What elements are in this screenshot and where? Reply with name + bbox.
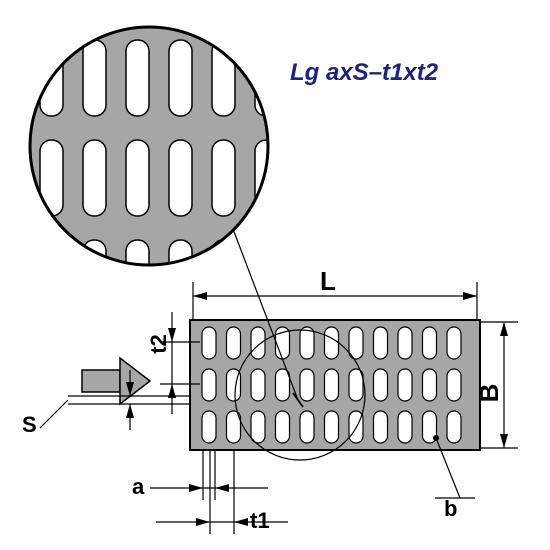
magnifier-slot bbox=[255, 40, 278, 116]
direction-arrow bbox=[82, 358, 150, 404]
technical-diagram: Lg axS–t1xt2 L Bt2 Sa t1 b bbox=[0, 0, 550, 550]
magnifier-slot bbox=[40, 140, 63, 216]
magnifier-slot bbox=[169, 240, 192, 316]
label-t1: t1 bbox=[250, 508, 270, 533]
slot bbox=[374, 327, 388, 359]
label-t2: t2 bbox=[146, 334, 171, 354]
plate-group bbox=[190, 320, 480, 450]
label-b: b bbox=[444, 496, 457, 521]
magnifier-slot bbox=[126, 40, 149, 116]
slot bbox=[202, 411, 216, 443]
magnifier-slot bbox=[169, 140, 192, 216]
slot bbox=[300, 327, 314, 359]
slot bbox=[374, 411, 388, 443]
label-S: S bbox=[22, 412, 37, 437]
slot bbox=[374, 369, 388, 401]
title-text: Lg axS–t1xt2 bbox=[290, 59, 439, 86]
slot bbox=[423, 327, 437, 359]
slot bbox=[251, 411, 265, 443]
slot bbox=[276, 411, 290, 443]
slot bbox=[398, 327, 412, 359]
magnifier-slot bbox=[212, 240, 235, 316]
slot bbox=[325, 369, 339, 401]
slot bbox=[423, 369, 437, 401]
slot bbox=[300, 411, 314, 443]
magnifier-slot bbox=[169, 40, 192, 116]
slot bbox=[447, 327, 461, 359]
magnifier-slot bbox=[212, 140, 235, 216]
dimension-L: L bbox=[193, 266, 477, 320]
slot bbox=[398, 411, 412, 443]
slot bbox=[202, 327, 216, 359]
label-a: a bbox=[132, 474, 145, 499]
slot bbox=[325, 327, 339, 359]
label-L: L bbox=[320, 266, 336, 296]
magnifier-slot bbox=[126, 140, 149, 216]
slot bbox=[300, 369, 314, 401]
dimension-a: a bbox=[132, 450, 268, 500]
magnifier-slot bbox=[255, 240, 278, 316]
slot bbox=[325, 411, 339, 443]
magnifier-slot bbox=[126, 240, 149, 316]
magnifier-slot bbox=[40, 240, 63, 316]
slot bbox=[447, 411, 461, 443]
slot bbox=[251, 327, 265, 359]
dimension-t1: t1 bbox=[156, 450, 288, 534]
magnifier-slot bbox=[83, 140, 106, 216]
slot bbox=[251, 369, 265, 401]
slot bbox=[227, 327, 241, 359]
magnifier-slot bbox=[83, 40, 106, 116]
slot bbox=[398, 369, 412, 401]
label-B: B bbox=[474, 384, 504, 403]
slot bbox=[202, 369, 216, 401]
slot bbox=[447, 369, 461, 401]
